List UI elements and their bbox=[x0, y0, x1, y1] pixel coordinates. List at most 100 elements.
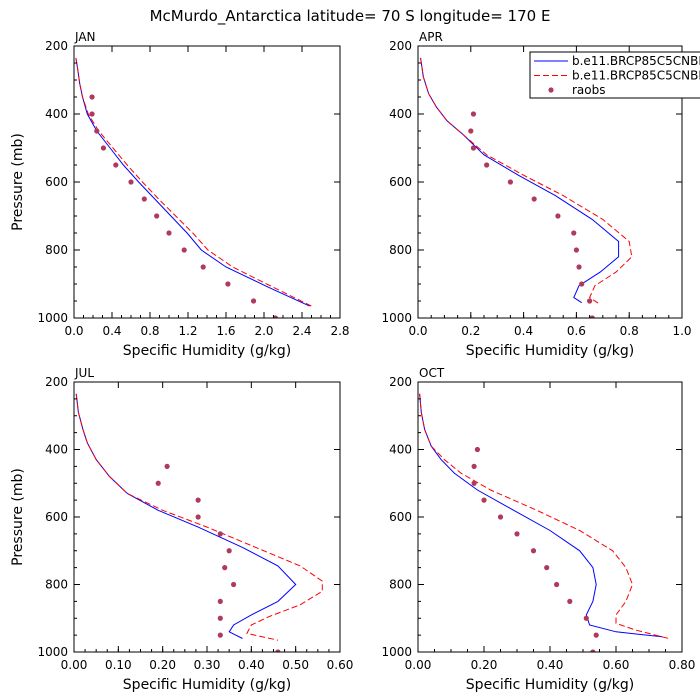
panel-label-jul: JUL bbox=[74, 366, 94, 380]
series-group bbox=[75, 57, 312, 318]
x-tick-label-oct: 0.40 bbox=[537, 658, 564, 672]
panel-jul: 0.00 0.10 0.20 0.30 0.40 0.50 0.60 200 400 600 800… bbox=[10, 366, 353, 693]
y-tick-label-jan: 800 bbox=[45, 243, 68, 257]
y-tick-label-jan: 200 bbox=[45, 39, 68, 53]
raobs-point-jan-9 bbox=[181, 247, 187, 253]
legend-label-1: b.e11.BRCP85C5CNBDRD.f09_g16.001 bbox=[572, 54, 700, 68]
raobs-point-oct-6 bbox=[530, 548, 537, 554]
model2-line-jul bbox=[75, 393, 323, 641]
x-tick-label-jan: 0.8 bbox=[140, 324, 159, 338]
raobs-point-apr-0 bbox=[470, 111, 477, 117]
panel-jan: 0.0 0.4 0.8 1.2 1.6 2.0 2.4 2.8 200 400 600 800 1000… bbox=[10, 30, 350, 359]
legend-marker-raobs bbox=[548, 87, 554, 93]
x-tick-label-jan: 1.6 bbox=[216, 324, 235, 338]
legend-label-3: raobs bbox=[572, 83, 606, 97]
y-tick-label-jul: 200 bbox=[45, 375, 68, 389]
model2-line-jan bbox=[75, 57, 312, 307]
y-tick-label-oct: 1000 bbox=[381, 645, 412, 659]
raobs-point-oct-10 bbox=[583, 615, 589, 621]
figure-title: McMurdo_Antarctica latitude= 70 S longit… bbox=[150, 7, 551, 26]
raobs-point-jan-2 bbox=[94, 128, 100, 134]
raobs-point-jul-7 bbox=[231, 581, 237, 588]
raobs-point-oct-9 bbox=[567, 598, 573, 604]
raobs-point-apr-3 bbox=[484, 162, 490, 168]
raobs-point-jan-5 bbox=[128, 179, 134, 185]
y-tick-label-apr: 200 bbox=[389, 39, 412, 53]
raobs-point-oct-2 bbox=[471, 480, 477, 486]
raobs-point-jan-13 bbox=[272, 315, 278, 318]
legend: b.e11.BRCP85C5CNBDRD.f09_g16.001b.e11.BR… bbox=[529, 51, 700, 99]
raobs-point-apr-11 bbox=[587, 298, 593, 304]
raobs-point-apr-2 bbox=[470, 145, 477, 151]
raobs-point-jul-2 bbox=[195, 497, 201, 503]
raobs-point-oct-3 bbox=[481, 497, 487, 503]
raobs-point-jan-10 bbox=[200, 264, 206, 270]
raobs-point-oct-5 bbox=[514, 531, 520, 537]
y-tick-label-jan: 400 bbox=[45, 107, 68, 121]
raobs-point-jan-1 bbox=[89, 111, 95, 117]
raobs-point-jul-8 bbox=[217, 598, 223, 604]
x-tick-label-jul: 0.50 bbox=[282, 658, 309, 672]
raobs-point-jul-10 bbox=[217, 632, 223, 638]
series-group bbox=[420, 57, 633, 318]
raobs-point-apr-9 bbox=[576, 264, 582, 270]
x-axis-title-apr: Specific Humidity (g/kg) bbox=[466, 343, 634, 359]
raobs-point-jul-3 bbox=[195, 514, 201, 520]
y-tick-label-apr: 800 bbox=[389, 243, 412, 257]
y-tick-label-oct: 600 bbox=[389, 510, 412, 524]
raobs-point-apr-6 bbox=[555, 213, 561, 219]
raobs-point-apr-8 bbox=[573, 247, 580, 253]
panel-oct: 0.00 0.20 0.40 0.60 0.80 200 400 600 800 1000 OCT S… bbox=[381, 366, 695, 693]
y-tick-label-apr: 1000 bbox=[381, 311, 412, 325]
model1-line-oct bbox=[419, 393, 663, 638]
y-tick-label-jul: 1000 bbox=[37, 645, 68, 659]
legend-box bbox=[529, 51, 700, 99]
raobs-point-jul-11 bbox=[275, 649, 281, 652]
raobs-point-apr-12 bbox=[589, 315, 595, 318]
panel-label-oct: OCT bbox=[419, 366, 445, 380]
y-tick-label-jan: 1000 bbox=[37, 311, 68, 325]
series-group bbox=[75, 393, 323, 652]
legend-label-2: b.e11.BRCP85C5CNBDRD.f09_g16.002 bbox=[572, 69, 700, 83]
raobs-point-jan-8 bbox=[166, 230, 172, 236]
raobs-point-jul-4 bbox=[217, 531, 223, 537]
x-tick-label-jul: 0.30 bbox=[194, 658, 221, 672]
y-tick-label-jul: 600 bbox=[45, 510, 68, 524]
raobs-point-oct-0 bbox=[474, 446, 480, 453]
raobs-point-apr-7 bbox=[571, 230, 577, 236]
x-tick-label-jan: 2.4 bbox=[292, 324, 311, 338]
x-axis-title-oct: Specific Humidity (g/kg) bbox=[466, 677, 634, 693]
y-tick-label-oct: 400 bbox=[389, 443, 412, 457]
y-tick-label-jan: 600 bbox=[45, 175, 68, 189]
model1-line-jul bbox=[75, 393, 297, 639]
model1-line-apr bbox=[420, 57, 620, 304]
x-tick-label-jul: 0.60 bbox=[327, 658, 354, 672]
x-tick-label-apr: 0.6 bbox=[567, 324, 586, 338]
x-tick-label-jan: 0.0 bbox=[64, 324, 83, 338]
raobs-point-jan-12 bbox=[250, 298, 257, 304]
panel-apr: 0.0 0.2 0.4 0.6 0.8 1.0 200 400 600 800 1000 APR Spe… bbox=[381, 30, 691, 359]
y-tick-label-jul: 800 bbox=[45, 578, 68, 592]
raobs-point-oct-11 bbox=[593, 632, 599, 638]
raobs-point-jul-1 bbox=[155, 480, 161, 486]
x-tick-label-apr: 0.0 bbox=[408, 324, 427, 338]
raobs-point-jul-5 bbox=[226, 548, 232, 554]
x-tick-label-oct: 0.60 bbox=[603, 658, 630, 672]
x-tick-label-jul: 0.40 bbox=[238, 658, 265, 672]
plot-frame-jul bbox=[73, 381, 341, 653]
x-tick-label-jul: 0.20 bbox=[149, 658, 176, 672]
y-tick-label-jul: 400 bbox=[45, 443, 68, 457]
plot-frame-jan bbox=[73, 45, 341, 319]
y-tick-label-apr: 400 bbox=[389, 107, 412, 121]
y-tick-label-oct: 800 bbox=[389, 578, 412, 592]
raobs-point-oct-8 bbox=[554, 581, 560, 588]
x-tick-label-oct: 0.80 bbox=[669, 658, 696, 672]
y-axis-title-jan: Pressure (mb) bbox=[10, 133, 26, 231]
raobs-point-apr-4 bbox=[507, 179, 513, 185]
model2-line-oct bbox=[419, 393, 669, 639]
x-tick-label-jul: 0.00 bbox=[61, 658, 88, 672]
x-tick-label-oct: 0.20 bbox=[471, 658, 498, 672]
raobs-point-jan-3 bbox=[100, 145, 107, 151]
x-axis-title-jan: Specific Humidity (g/kg) bbox=[123, 343, 291, 359]
panel-label-jan: JAN bbox=[74, 30, 96, 44]
